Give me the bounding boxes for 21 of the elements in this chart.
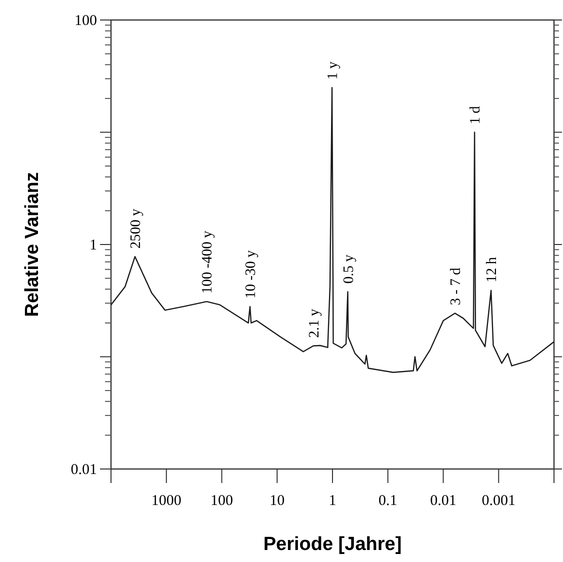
annotation: 0.5 y xyxy=(340,254,357,284)
annotation: 12 h xyxy=(484,256,500,282)
y-tick-label: 100 xyxy=(74,13,97,29)
x-tick-label: 0.1 xyxy=(378,493,398,509)
x-tick-label: 1 xyxy=(328,493,336,509)
x-tick-label: 0.01 xyxy=(430,493,456,509)
annotation: 10 -30 y xyxy=(242,249,259,299)
x-tick-label: 100 xyxy=(210,493,233,509)
annotation: 2.1 y xyxy=(306,308,322,338)
y-tick-label: 1 xyxy=(90,238,97,254)
annotation: 2500 y xyxy=(128,208,144,249)
x-tick-label: 10 xyxy=(270,493,285,509)
y-tick-label: 0.01 xyxy=(70,462,97,478)
annotation: 1 y xyxy=(325,60,342,80)
x-tick-label: 1000 xyxy=(151,493,182,509)
annotation: 1 d xyxy=(468,105,484,124)
annotation: 3 - 7 d xyxy=(448,267,464,306)
annotation: 100 -400 y xyxy=(200,230,216,294)
y-axis-title: Relative Varianz xyxy=(22,172,43,317)
x-axis-title: Periode [Jahre] xyxy=(263,534,402,555)
x-tick-label: 0.001 xyxy=(482,493,516,509)
